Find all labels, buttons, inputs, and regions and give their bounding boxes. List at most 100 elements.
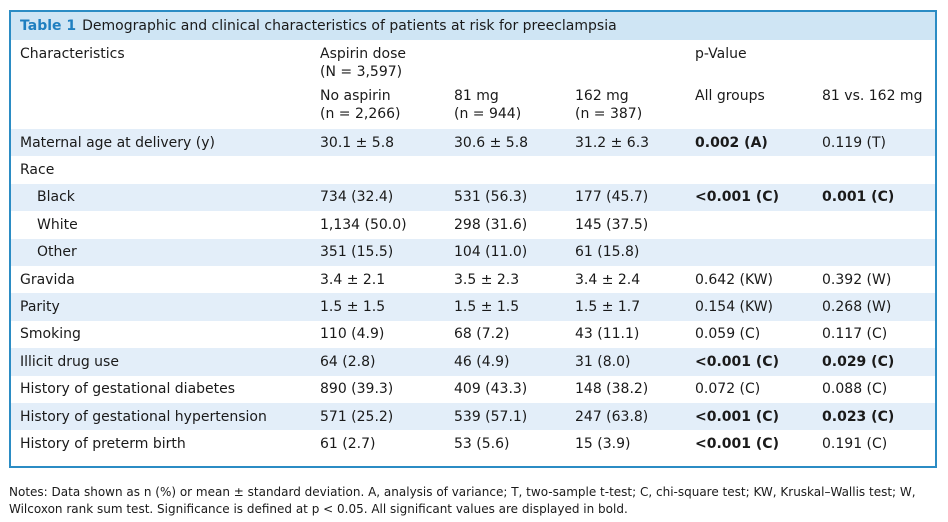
cell-p-all-groups xyxy=(695,211,822,238)
cell-81mg: 1.5 ± 1.5 xyxy=(454,293,575,321)
cell-162mg: 61 (15.8) xyxy=(575,238,696,266)
cell-p-all-groups: <0.001 (C) xyxy=(695,435,779,452)
cell-no-aspirin: 3.4 ± 2.1 xyxy=(320,271,386,288)
cell-p-all-groups: 0.642 (KW) xyxy=(695,271,773,288)
cell-81mg: 298 (31.6) xyxy=(454,216,528,233)
header-group-81mg: 81 mg (n = 944) xyxy=(454,88,522,122)
table-row: Gravida 3.4 ± 2.1 3.5 ± 2.3 3.4 ± 2.4 0.642 … xyxy=(11,266,935,293)
cell-162mg: 145 (37.5) xyxy=(575,216,649,233)
cell-162mg: 177 (45.7) xyxy=(575,183,696,212)
header-row-top: Characteristics Aspirin dose (N = 3,597)… xyxy=(11,40,935,81)
cell-162mg: 31 (8.0) xyxy=(575,348,696,376)
cell-no-aspirin: 1.5 ± 1.5 xyxy=(320,293,454,321)
cell-81mg: 46 (4.9) xyxy=(454,348,575,376)
cell-81mg: 539 (57.1) xyxy=(454,402,575,431)
cell-p-81-vs-162: 0.268 (W) xyxy=(822,293,936,321)
cell-no-aspirin: 1,134 (50.0) xyxy=(320,216,407,233)
cell-p-81-vs-162: 0.001 (C) xyxy=(822,183,936,212)
table-row: Parity 1.5 ± 1.5 1.5 ± 1.5 1.5 ± 1.7 0.154 (… xyxy=(11,293,936,321)
table-body: Characteristics Aspirin dose (N = 3,597)… xyxy=(11,40,936,458)
header-p-all-groups: All groups xyxy=(695,88,765,104)
row-label: History of gestational hypertension xyxy=(11,402,320,431)
cell-no-aspirin xyxy=(320,156,454,183)
cell-81mg: 409 (43.3) xyxy=(454,381,528,398)
cell-p-81-vs-162: 0.088 (C) xyxy=(822,381,888,398)
header-aspirin-dose-label: Aspirin dose xyxy=(320,46,406,62)
table-row: Maternal age at delivery (y) 30.1 ± 5.8 30… xyxy=(11,129,936,157)
header-row-sub: No aspirin (n = 2,266) 81 mg (n = 944) 1… xyxy=(11,81,935,129)
cell-81mg: 3.5 ± 2.3 xyxy=(454,271,520,288)
cell-no-aspirin: 734 (32.4) xyxy=(320,183,454,212)
table-caption: Table 1 Demographic and clinical characte… xyxy=(11,12,935,40)
cell-p-all-groups: 0.059 (C) xyxy=(695,326,761,343)
cell-p-all-groups: <0.001 (C) xyxy=(695,183,823,212)
cell-p-81-vs-162 xyxy=(822,211,935,238)
row-label: Illicit drug use xyxy=(11,348,320,376)
header-group-no-aspirin: No aspirin (n = 2,266) xyxy=(320,88,401,122)
table-row: Smoking 110 (4.9) 68 (7.2) 43 (11.1) 0.059 (… xyxy=(11,321,935,348)
cell-p-all-groups: 0.002 (A) xyxy=(695,129,823,157)
row-label: Other xyxy=(11,238,320,266)
cell-162mg: 31.2 ± 6.3 xyxy=(575,129,696,157)
table-row: History of preterm birth 61 (2.7) 53 (5.6)… xyxy=(11,430,935,457)
header-characteristics: Characteristics xyxy=(20,46,125,62)
table-row: White 1,134 (50.0) 298 (31.6) 145 (37.5) xyxy=(11,211,935,238)
table-row: History of gestational hypertension 571 (… xyxy=(11,402,936,431)
table-notes: Notes: Data shown as n (%) or mean ± sta… xyxy=(9,485,916,516)
cell-p-all-groups xyxy=(695,238,823,266)
cell-p-81-vs-162: 0.191 (C) xyxy=(822,435,888,452)
cell-no-aspirin: 351 (15.5) xyxy=(320,238,454,266)
cell-p-81-vs-162: 0.392 (W) xyxy=(822,271,892,288)
cell-p-81-vs-162: 0.023 (C) xyxy=(822,402,936,431)
header-p-81-vs-162: 81 vs. 162 mg xyxy=(822,88,923,104)
row-label: Parity xyxy=(11,293,320,321)
row-label: White xyxy=(37,216,78,233)
cell-162mg: 15 (3.9) xyxy=(575,435,631,452)
table-row: Race xyxy=(11,156,935,183)
cell-162mg: 1.5 ± 1.7 xyxy=(575,293,696,321)
cell-no-aspirin: 64 (2.8) xyxy=(320,348,454,376)
header-group-162mg: 162 mg (n = 387) xyxy=(575,88,643,122)
cell-no-aspirin: 890 (39.3) xyxy=(320,381,394,398)
cell-162mg: 43 (11.1) xyxy=(575,326,640,343)
cell-p-all-groups: 0.072 (C) xyxy=(695,381,761,398)
cell-no-aspirin: 61 (2.7) xyxy=(320,435,376,452)
row-label: History of gestational diabetes xyxy=(20,381,236,398)
table-title: Demographic and clinical characteristics… xyxy=(82,18,617,34)
header-aspirin-n: (N = 3,597) xyxy=(320,64,403,80)
table-row: Black 734 (32.4) 531 (56.3) 177 (45.7) <0.00… xyxy=(11,183,936,212)
row-label: Black xyxy=(11,183,320,212)
cell-81mg: 53 (5.6) xyxy=(454,435,510,452)
row-label: Race xyxy=(20,162,55,179)
cell-no-aspirin: 110 (4.9) xyxy=(320,326,385,343)
cell-p-81-vs-162 xyxy=(822,238,936,266)
table-frame: Table 1 Demographic and clinical characte… xyxy=(9,10,937,468)
cell-p-all-groups: <0.001 (C) xyxy=(695,402,823,431)
cell-p-81-vs-162: 0.119 (T) xyxy=(822,129,936,157)
cell-p-81-vs-162: 0.117 (C) xyxy=(822,326,888,343)
cell-81mg: 30.6 ± 5.8 xyxy=(454,129,575,157)
cell-no-aspirin: 30.1 ± 5.8 xyxy=(320,129,454,157)
cell-162mg: 247 (63.8) xyxy=(575,402,696,431)
cell-p-all-groups xyxy=(695,156,822,183)
cell-81mg: 68 (7.2) xyxy=(454,326,510,343)
table-row: History of gestational diabetes 890 (39.3… xyxy=(11,376,935,403)
row-label: Maternal age at delivery (y) xyxy=(11,129,320,157)
table-row: Other 351 (15.5) 104 (11.0) 61 (15.8) xyxy=(11,238,936,266)
characteristics-table: Characteristics Aspirin dose (N = 3,597)… xyxy=(11,40,936,458)
row-label: History of preterm birth xyxy=(20,435,186,452)
cell-p-81-vs-162 xyxy=(822,156,935,183)
cell-81mg: 531 (56.3) xyxy=(454,183,575,212)
cell-p-81-vs-162: 0.029 (C) xyxy=(822,348,936,376)
header-pvalue: p-Value xyxy=(695,46,747,62)
row-label: Gravida xyxy=(20,271,75,288)
cell-81mg: 104 (11.0) xyxy=(454,238,575,266)
table-row: Illicit drug use 64 (2.8) 46 (4.9) 31 (8.0)… xyxy=(11,348,936,376)
cell-162mg: 3.4 ± 2.4 xyxy=(575,271,641,288)
table-label: Table 1 xyxy=(20,18,77,34)
row-label: Smoking xyxy=(20,326,81,343)
cell-no-aspirin: 571 (25.2) xyxy=(320,402,454,431)
cell-81mg xyxy=(454,156,575,183)
header-aspirin-dose: Aspirin dose (N = 3,597) xyxy=(320,40,695,81)
cell-p-all-groups: 0.154 (KW) xyxy=(695,293,823,321)
